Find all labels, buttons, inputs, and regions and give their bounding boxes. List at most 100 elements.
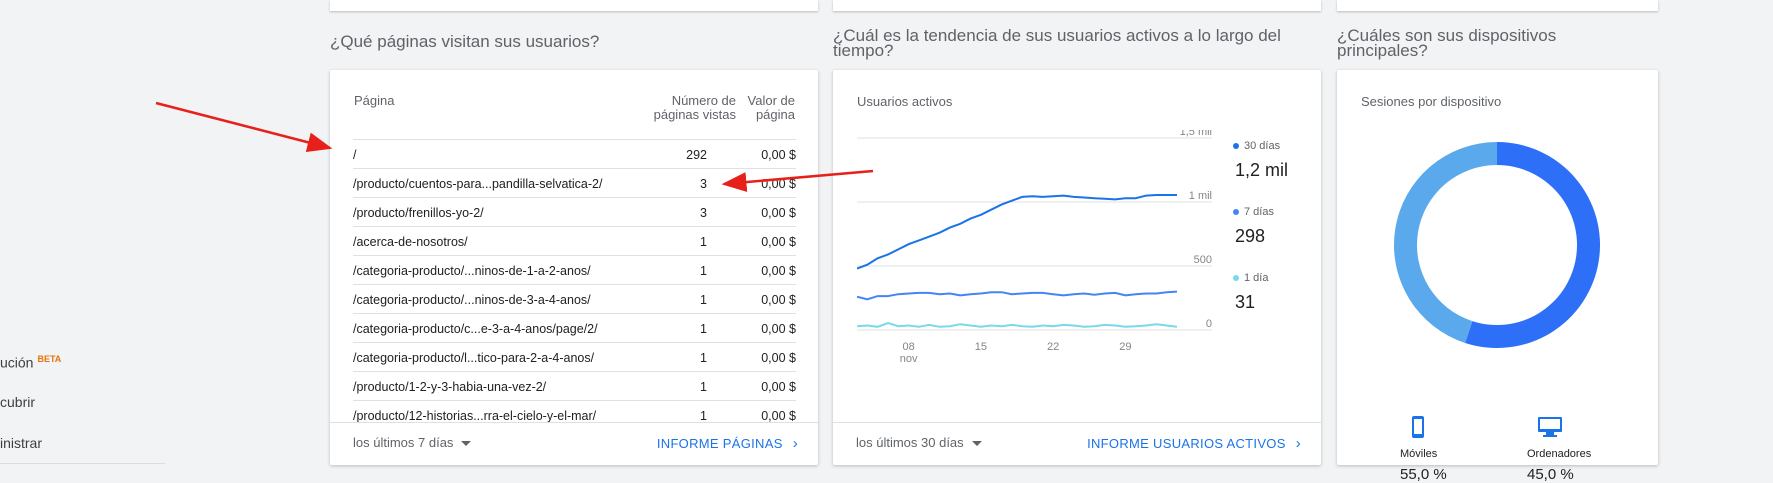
active-users-card: Usuarios activos 1,5 mil 1 mil 500 0 08 nov 15… xyxy=(833,70,1321,465)
series-line-1-día xyxy=(857,321,1178,328)
annotation-arrow xyxy=(155,101,333,153)
device-label: Móviles xyxy=(1400,448,1438,460)
table-row[interactable]: /producto/frenillos-yo-2/ 3 0,00 $ xyxy=(353,197,796,227)
y-tick-label: 1 mil xyxy=(1189,190,1212,202)
page-views: 3 xyxy=(700,177,707,191)
legend-7-days: 7 días 298 xyxy=(1233,206,1274,247)
caret-down-icon xyxy=(461,441,472,447)
page-views: 1 xyxy=(700,264,707,278)
mobile-icon xyxy=(1412,416,1424,438)
x-tick-label: 29 xyxy=(1119,341,1131,353)
table-row[interactable]: /categoria-producto/l...tico-para-2-a-4-… xyxy=(353,342,796,372)
table-row[interactable]: /categoria-producto/...ninos-de-1-a-2-an… xyxy=(353,255,796,285)
table-row[interactable]: /categoria-producto/c...e-3-a-4-anos/pag… xyxy=(353,313,796,343)
legend-label: 1 día xyxy=(1244,272,1269,284)
device-percent: 45,0 % xyxy=(1527,466,1574,483)
nav-item-discover[interactable]: cubrir xyxy=(0,394,35,410)
legend-value: 298 xyxy=(1235,226,1266,246)
left-nav: ución BETA cubrir inistrar xyxy=(0,0,165,473)
pages-report-link[interactable]: INFORME PÁGINAS › xyxy=(657,435,798,452)
date-range-label: los últimos 30 días xyxy=(856,435,964,450)
page-value: 0,00 $ xyxy=(761,293,796,307)
y-tick-label: 0 xyxy=(1206,318,1212,330)
y-tick-label: 500 xyxy=(1194,254,1212,266)
page-views: 3 xyxy=(700,206,707,220)
x-tick-label: 15 xyxy=(975,341,987,353)
devices-donut-chart xyxy=(1394,142,1600,348)
page-value: 0,00 $ xyxy=(761,264,796,278)
page-path: /producto/cuentos-para...pandilla-selvat… xyxy=(353,177,603,191)
series-line-30-días xyxy=(857,194,1177,270)
page-path: /producto/12-historias...rra-el-cielo-y-… xyxy=(353,409,597,423)
page-path: /producto/frenillos-yo-2/ xyxy=(353,206,484,220)
page-path: /categoria-producto/l...tico-para-2-a-4-… xyxy=(353,351,595,365)
page-path: /producto/1-2-y-3-habia-una-vez-2/ xyxy=(353,380,547,394)
nav-item-attribution[interactable]: ución BETA xyxy=(0,354,61,371)
chevron-right-icon: › xyxy=(792,435,798,452)
legend-value: 31 xyxy=(1235,292,1256,312)
legend-dot-icon xyxy=(1233,209,1239,216)
active-users-card-footer: los últimos 30 días INFORME USUARIOS ACT… xyxy=(833,422,1321,465)
device-percent: 55,0 % xyxy=(1400,466,1447,483)
column-header-value: Valor de página xyxy=(747,93,795,122)
page-value: 0,00 $ xyxy=(761,235,796,249)
table-row[interactable]: /producto/cuentos-para...pandilla-selvat… xyxy=(353,168,796,198)
page-views: 292 xyxy=(686,148,707,162)
series-line-7-días xyxy=(857,290,1178,301)
date-range-dropdown[interactable]: los últimos 7 días xyxy=(353,435,472,450)
table-row[interactable]: /producto/1-2-y-3-habia-una-vez-2/ 1 0,0… xyxy=(353,371,796,401)
pages-card-footer: los últimos 7 días INFORME PÁGINAS › xyxy=(330,422,818,465)
legend-dot-icon xyxy=(1233,275,1239,282)
table-row[interactable]: /categoria-producto/...ninos-de-3-a-4-an… xyxy=(353,284,796,314)
report-link-label: INFORME USUARIOS ACTIVOS xyxy=(1087,436,1286,451)
active-users-report-link[interactable]: INFORME USUARIOS ACTIVOS › xyxy=(1087,435,1301,452)
page-views: 1 xyxy=(700,235,707,249)
x-tick-label: nov xyxy=(900,353,918,365)
pages-card: Página Número de páginas vistas Valor de… xyxy=(330,70,818,465)
page-views: 1 xyxy=(700,351,707,365)
caret-down-icon xyxy=(971,441,982,447)
nav-item-label: inistrar xyxy=(0,435,43,451)
trend-section-heading: ¿Cuál es la tendencia de sus usuarios ac… xyxy=(833,26,1281,60)
date-range-dropdown[interactable]: los últimos 30 días xyxy=(856,435,982,450)
date-range-label: los últimos 7 días xyxy=(353,435,454,450)
donut-slice-móviles[interactable] xyxy=(1465,142,1600,348)
donut-slice-ordenadores[interactable] xyxy=(1394,142,1497,343)
page-value: 0,00 $ xyxy=(761,351,796,365)
beta-badge: BETA xyxy=(37,354,62,364)
top-card xyxy=(330,0,818,11)
table-row[interactable]: /acerca-de-nosotros/ 1 0,00 $ xyxy=(353,226,796,256)
legend-label: 7 días xyxy=(1244,206,1274,218)
page-value: 0,00 $ xyxy=(761,148,796,162)
device-label: Ordenadores xyxy=(1527,448,1592,460)
top-card xyxy=(1337,0,1658,11)
legend-value: 1,2 mil xyxy=(1235,160,1289,180)
pages-section-heading: ¿Qué páginas visitan sus usuarios? xyxy=(330,32,600,51)
page-path: / xyxy=(353,148,357,162)
table-row[interactable]: /producto/12-historias...rra-el-cielo-y-… xyxy=(353,400,796,430)
nav-item-label: ución xyxy=(0,354,34,371)
y-tick-label: 1,5 mil xyxy=(1180,130,1212,138)
column-header-views: Número de páginas vistas xyxy=(653,93,736,122)
page-value: 0,00 $ xyxy=(761,206,796,220)
page-views: 1 xyxy=(700,409,707,423)
page-value: 0,00 $ xyxy=(761,322,796,336)
legend-30-days: 30 días 1,2 mil xyxy=(1233,140,1288,181)
devices-section-heading: ¿Cuáles son sus dispositivos principales… xyxy=(1337,26,1557,60)
nav-divider xyxy=(0,463,165,464)
devices-title: Sesiones por dispositivo xyxy=(1361,94,1502,109)
page-value: 0,00 $ xyxy=(761,380,796,394)
column-header-page: Página xyxy=(354,93,395,108)
legend-label: 30 días xyxy=(1244,140,1281,152)
legend-dot-icon xyxy=(1233,143,1239,150)
page-path: /categoria-producto/c...e-3-a-4-anos/pag… xyxy=(353,322,598,336)
nav-item-label: cubrir xyxy=(0,394,36,410)
report-link-label: INFORME PÁGINAS xyxy=(656,436,783,451)
legend-1-day: 1 día 31 xyxy=(1233,272,1268,313)
top-card xyxy=(833,0,1321,11)
page-views: 1 xyxy=(700,293,707,307)
table-row[interactable]: / 292 0,00 $ xyxy=(353,139,796,169)
page-value: 0,00 $ xyxy=(761,409,796,423)
nav-item-admin[interactable]: inistrar xyxy=(0,435,42,451)
